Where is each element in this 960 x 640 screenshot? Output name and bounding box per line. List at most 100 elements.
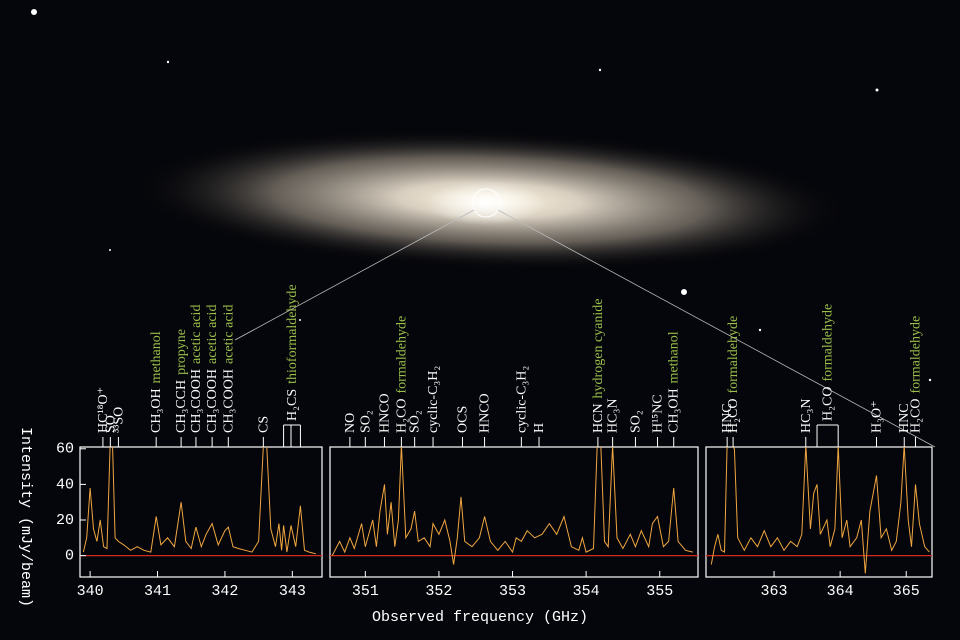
molecule: H₂CO (395, 399, 410, 433)
annotation: SO₂ (359, 410, 374, 433)
annotation: H¹⁵NC (651, 394, 666, 433)
molecule: OCS (456, 406, 471, 433)
molecule: SO₂ (359, 410, 374, 433)
annotation: HNC (720, 403, 735, 433)
x-tick-label: 365 (893, 583, 920, 600)
spectrum (710, 447, 930, 574)
annotation: HC₃N (799, 399, 814, 433)
y-tick-label: 40 (56, 476, 74, 493)
molecule: cyclic-C₃H₂ (426, 366, 441, 433)
y-tick-label: 0 (65, 548, 74, 565)
x-tick-label: 363 (761, 583, 788, 600)
molecule: HNC (897, 403, 912, 433)
annotation: SO₂ (408, 410, 423, 433)
molecule: CH₃OH (667, 388, 682, 433)
molecule: CH₃COOH (222, 369, 237, 433)
annotation: CH₃CCH propyne (174, 329, 189, 433)
molecule-name: hydrogen cyanide (591, 299, 606, 399)
panel-frame (705, 446, 933, 578)
molecule: HC₃N (606, 399, 621, 433)
molecule: CH₃COOH (205, 369, 220, 433)
annotation: ³³SO (112, 407, 127, 433)
molecule: SO₂ (629, 410, 644, 433)
x-tick-label: 343 (279, 583, 306, 600)
molecule: cyclic-C₃H₂ (515, 366, 530, 433)
molecule: H₂CO (726, 399, 741, 433)
annotation: H₂CO formaldehyde (726, 316, 741, 433)
molecule: CH₃OH (149, 388, 164, 433)
molecule: H₂CO (909, 399, 924, 433)
molecule-name: thioformaldehyde (285, 284, 300, 384)
annotation: HC¹⁸O⁺ (96, 387, 111, 433)
molecule: CH₃CCH (174, 380, 189, 433)
x-tick-label: 353 (499, 583, 526, 600)
annotation: CH₃COOH acetic acid (189, 305, 204, 433)
molecule-name: formaldehyde (909, 316, 924, 394)
annotation: SO₂ (629, 410, 644, 433)
x-tick-label: 351 (352, 583, 379, 600)
annotation: OCS (456, 406, 471, 433)
x-tick-label: 342 (211, 583, 238, 600)
zoom-line (234, 209, 475, 341)
molecule: NO (343, 413, 358, 433)
molecule: HNCO (478, 393, 493, 433)
molecule: H (532, 423, 547, 433)
x-tick-label: 355 (646, 583, 673, 600)
galaxy-core (426, 181, 546, 225)
annotation: CH₃OH methanol (149, 331, 164, 433)
x-tick-label: 354 (573, 583, 600, 600)
x-tick-label: 364 (827, 583, 854, 600)
molecule: HCN (591, 403, 606, 433)
molecule-name: acetic acid (222, 305, 237, 364)
x-tick-label: 340 (77, 583, 104, 600)
annotation: HC₃N (606, 399, 621, 433)
molecule: SO₂ (408, 410, 423, 433)
x-tick-label: 352 (425, 583, 452, 600)
molecule-name: formaldehyde (395, 316, 410, 394)
y-tick-label: 60 (56, 441, 74, 458)
zoom-circle (471, 188, 501, 218)
spectrum (331, 447, 693, 565)
molecule-name: formaldehyde (821, 304, 836, 382)
annotation: HCN hydrogen cyanide (591, 299, 606, 433)
molecule: H₂CS (285, 389, 300, 421)
annotation: cyclic-C₃H₂ (515, 366, 530, 433)
annotation: SO (104, 415, 119, 433)
annotation: H₂CO formaldehyde (821, 304, 836, 421)
panel-frame (79, 446, 323, 578)
molecule: CH₃COOH (189, 369, 204, 433)
molecule-name: formaldehyde (726, 316, 741, 394)
y-tick-label: 20 (56, 512, 74, 529)
molecule-name: acetic acid (205, 305, 220, 364)
annotation: CH₃COOH acetic acid (205, 305, 220, 433)
molecule-name: propyne (174, 329, 189, 375)
y-axis-label: Intensity (mJy/beam) (17, 427, 34, 607)
molecule: ³³SO (112, 407, 127, 433)
molecule: HC₃N (799, 399, 814, 433)
molecule: H₃O⁺ (870, 401, 885, 434)
annotation: HNC (897, 403, 912, 433)
annotation: H₂CS thioformaldehyde (285, 284, 300, 421)
annotation: H₃O⁺ (870, 401, 885, 434)
annotation: CH₃COOH acetic acid (222, 305, 237, 433)
annotation: H₂CO formaldehyde (395, 316, 410, 433)
molecule: H¹⁵NC (651, 394, 666, 433)
annotation: CH₃OH methanol (667, 331, 682, 433)
x-tick-label: 341 (144, 583, 171, 600)
annotation: HNCO (478, 393, 493, 433)
molecule: HNC (720, 403, 735, 433)
molecule: HNCO (378, 393, 393, 433)
molecule-name: methanol (667, 331, 682, 383)
zoom-line (497, 209, 936, 448)
molecule: HC¹⁸O⁺ (96, 387, 111, 433)
annotation: H₂CO formaldehyde (909, 316, 924, 433)
spectrum (82, 447, 317, 555)
annotation: H (532, 423, 547, 433)
annotation: HNCO (378, 393, 393, 433)
molecule: CS (257, 416, 272, 433)
stars (31, 9, 932, 382)
annotation: cyclic-C₃H₂ (426, 366, 441, 433)
molecule-name: acetic acid (189, 305, 204, 364)
